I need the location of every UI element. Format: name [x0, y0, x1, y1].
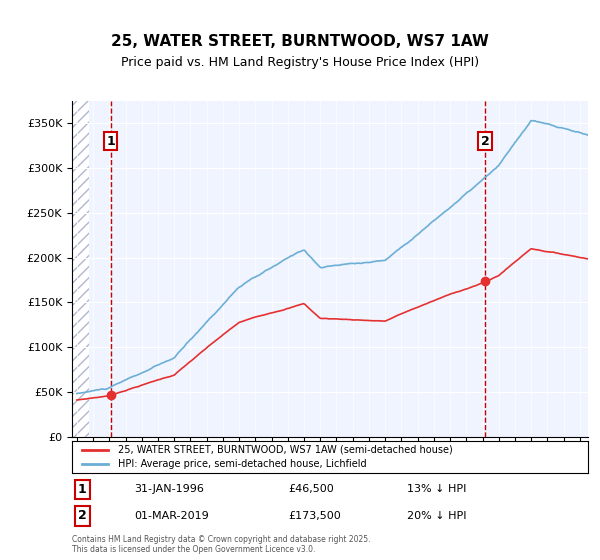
- Text: 2: 2: [78, 510, 86, 522]
- Text: 31-JAN-1996: 31-JAN-1996: [134, 484, 204, 494]
- Text: 13% ↓ HPI: 13% ↓ HPI: [407, 484, 467, 494]
- Text: 1: 1: [78, 483, 86, 496]
- Text: 1: 1: [106, 134, 115, 148]
- Bar: [72, 101, 89, 437]
- Text: Price paid vs. HM Land Registry's House Price Index (HPI): Price paid vs. HM Land Registry's House …: [121, 56, 479, 69]
- Text: HPI: Average price, semi-detached house, Lichfield: HPI: Average price, semi-detached house,…: [118, 459, 367, 469]
- Text: £46,500: £46,500: [289, 484, 334, 494]
- Text: 01-MAR-2019: 01-MAR-2019: [134, 511, 209, 521]
- Text: Contains HM Land Registry data © Crown copyright and database right 2025.
This d: Contains HM Land Registry data © Crown c…: [72, 535, 371, 554]
- Text: 20% ↓ HPI: 20% ↓ HPI: [407, 511, 467, 521]
- Text: 2: 2: [481, 134, 490, 148]
- Text: 25, WATER STREET, BURNTWOOD, WS7 1AW (semi-detached house): 25, WATER STREET, BURNTWOOD, WS7 1AW (se…: [118, 445, 453, 455]
- Text: £173,500: £173,500: [289, 511, 341, 521]
- Text: 25, WATER STREET, BURNTWOOD, WS7 1AW: 25, WATER STREET, BURNTWOOD, WS7 1AW: [111, 34, 489, 49]
